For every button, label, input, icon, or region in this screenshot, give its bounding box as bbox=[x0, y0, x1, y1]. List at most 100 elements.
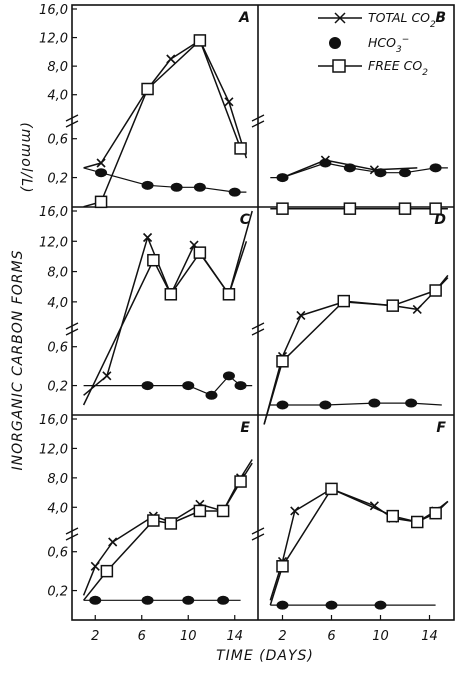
data-point-free bbox=[164, 288, 178, 301]
data-point-hco3 bbox=[405, 398, 418, 408]
figure-frame bbox=[71, 4, 455, 621]
data-point-total bbox=[290, 506, 300, 516]
data-point-hco3 bbox=[325, 600, 338, 610]
data-point-free bbox=[147, 514, 160, 527]
data-point-free bbox=[337, 294, 350, 308]
panel-letter: F bbox=[436, 420, 446, 436]
axis-break-mark bbox=[251, 527, 265, 541]
panel-letter: C bbox=[240, 212, 251, 228]
series-line-free bbox=[263, 277, 449, 425]
legend-total-label: TOTAL CO2 bbox=[368, 10, 436, 30]
data-point-free bbox=[398, 202, 412, 215]
y-axis-unit: (mmol/L) bbox=[18, 122, 34, 193]
series-line-hco3 bbox=[83, 167, 247, 193]
data-point-hco3 bbox=[399, 168, 411, 178]
data-point-free bbox=[193, 504, 207, 518]
axis-break-mark bbox=[251, 114, 265, 128]
series-line-free bbox=[83, 462, 253, 601]
y-tick-label: 16,0 bbox=[39, 413, 68, 428]
axis-break-mark bbox=[65, 322, 79, 336]
x-tick-label: 14 bbox=[226, 629, 243, 644]
y-tick-label: 8,0 bbox=[47, 266, 68, 281]
data-point-hco3 bbox=[205, 390, 218, 400]
data-point-hco3 bbox=[374, 168, 387, 178]
data-point-hco3 bbox=[368, 398, 381, 408]
y-tick-label: 0,2 bbox=[47, 585, 68, 600]
panels-group: 4,0 8,0 12,0 16,0 0,2 0,6 A B 4,0 8,0 12,0 16,0 0,2 0… bbox=[39, 3, 455, 644]
data-point-hco3 bbox=[141, 381, 154, 391]
data-point-hco3 bbox=[217, 595, 230, 605]
axis-break-mark bbox=[65, 527, 79, 541]
series-line-hco3 bbox=[270, 162, 448, 179]
data-point-hco3 bbox=[319, 400, 332, 410]
panel-letter: A bbox=[238, 10, 250, 26]
data-point-free bbox=[429, 284, 442, 297]
y-tick-label: 0,2 bbox=[47, 172, 68, 187]
legend-free-label: FREE CO2 bbox=[368, 58, 428, 78]
legend-total-co2: TOTAL CO2 bbox=[318, 10, 436, 30]
panel-C: 4,0 8,0 12,0 16,0 0,2 0,6 C bbox=[39, 205, 253, 406]
series-line-total bbox=[263, 274, 449, 425]
data-point-total bbox=[412, 304, 422, 314]
data-point-free bbox=[193, 246, 207, 259]
data-point-hco3 bbox=[343, 163, 356, 173]
y-tick-label: 16,0 bbox=[39, 3, 68, 18]
y-tick-label: 0,6 bbox=[47, 133, 68, 148]
panel-D: D bbox=[251, 212, 449, 425]
y-tick-label: 0,2 bbox=[47, 380, 68, 395]
data-point-free bbox=[234, 142, 247, 155]
y-axis-title: INORGANIC CARBON FORMS bbox=[10, 250, 26, 471]
data-point-hco3 bbox=[222, 371, 235, 381]
y-tick-label: 8,0 bbox=[47, 60, 68, 75]
data-point-total bbox=[102, 371, 112, 381]
data-point-free bbox=[325, 482, 338, 496]
data-point-free bbox=[276, 560, 289, 573]
data-point-total bbox=[142, 232, 153, 243]
series-line-free bbox=[82, 241, 248, 406]
x-axis-title: TIME (DAYS) bbox=[216, 648, 314, 664]
open-square-marker-icon bbox=[332, 59, 346, 73]
data-point-total bbox=[108, 537, 118, 547]
data-point-free bbox=[429, 506, 442, 520]
panel-letter: E bbox=[240, 420, 250, 436]
y-tick-label: 12,0 bbox=[39, 235, 68, 250]
panel-E: 4,0 8,0 12,0 16,0 0,2 0,6 2 6 10 14 E bbox=[39, 413, 253, 644]
data-point-free bbox=[234, 475, 247, 488]
data-point-hco3 bbox=[141, 595, 154, 605]
data-point-free bbox=[222, 288, 236, 301]
x-tick-label: 6 bbox=[138, 629, 146, 644]
y-tick-label: 0,6 bbox=[47, 546, 68, 561]
x-marker-icon bbox=[334, 12, 346, 24]
series-line-free bbox=[269, 488, 449, 606]
data-point-hco3 bbox=[228, 187, 241, 197]
y-tick-label: 8,0 bbox=[47, 472, 68, 487]
series-line-total bbox=[83, 39, 248, 169]
data-point-free bbox=[147, 253, 160, 267]
data-point-free bbox=[164, 517, 178, 530]
data-point-hco3 bbox=[319, 158, 332, 168]
data-point-hco3 bbox=[193, 182, 206, 192]
data-point-free bbox=[429, 202, 442, 215]
data-point-total bbox=[96, 158, 106, 168]
data-point-free bbox=[216, 504, 230, 518]
data-point-hco3 bbox=[374, 600, 387, 610]
filled-circle-marker-icon bbox=[329, 37, 341, 49]
data-point-free bbox=[411, 515, 424, 529]
data-point-total bbox=[166, 54, 176, 64]
data-point-total bbox=[90, 561, 100, 571]
data-point-free bbox=[100, 564, 114, 578]
data-point-hco3 bbox=[182, 595, 195, 605]
data-point-hco3 bbox=[276, 600, 289, 610]
data-point-free bbox=[141, 82, 154, 96]
data-point-hco3 bbox=[170, 182, 183, 192]
data-point-hco3 bbox=[429, 163, 442, 173]
legend-hco3: HCO3− bbox=[329, 35, 409, 55]
y-tick-label: 4,0 bbox=[47, 501, 68, 516]
legend: TOTAL CO2 HCO3− FREE CO2 bbox=[318, 10, 436, 78]
y-tick-label: 12,0 bbox=[39, 442, 68, 457]
data-point-total bbox=[296, 310, 306, 321]
data-point-hco3 bbox=[234, 381, 247, 391]
panel-B: B bbox=[251, 10, 448, 215]
data-point-free bbox=[276, 202, 289, 215]
legend-hco3-label: HCO3− bbox=[368, 35, 409, 55]
